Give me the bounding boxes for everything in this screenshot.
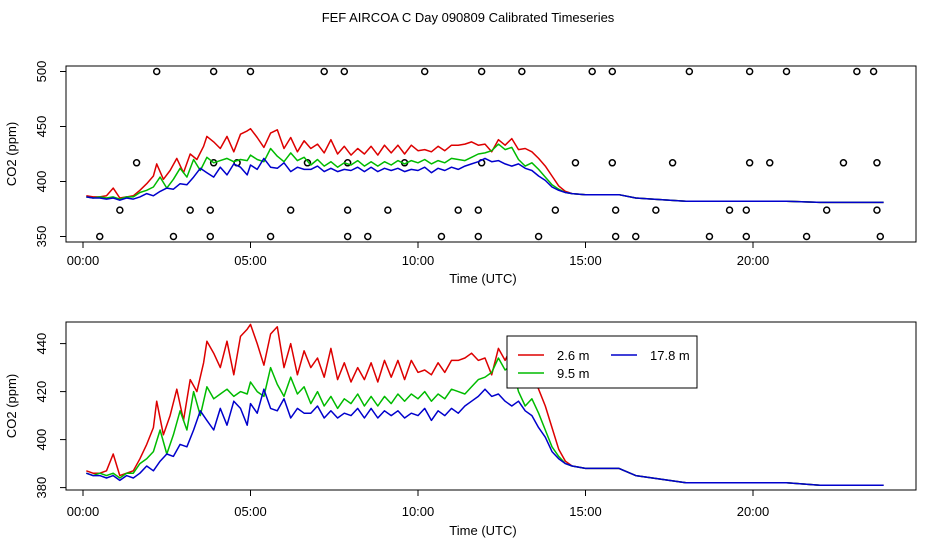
top-axes: 00:00 05:00 10:00 15:00 20:00 350 400 450 500	[34, 61, 769, 268]
top-plot-frame	[65, 65, 917, 243]
calibration-point	[186, 206, 194, 214]
bottom-x-tick-label: 05:00	[234, 504, 267, 519]
bottom-x-tick-label: 15:00	[569, 504, 602, 519]
calibration-point	[782, 67, 791, 76]
calibration-point	[632, 232, 640, 241]
calibration-point	[611, 232, 620, 241]
top-y-tick-label: 500	[34, 61, 49, 83]
calibration-point	[116, 206, 124, 214]
calibration-point	[745, 67, 754, 76]
bottom-y-tick-label: 400	[34, 429, 49, 451]
calibration-point	[742, 232, 751, 241]
legend-box	[506, 335, 698, 389]
bottom-series-line-17-8-m	[86, 388, 884, 486]
top-calibration-points	[96, 67, 885, 241]
calibration-point	[571, 159, 580, 167]
top-x-tick-label: 05:00	[234, 253, 267, 268]
calibration-point	[873, 206, 881, 214]
calibration-point	[169, 232, 178, 241]
calibration-point	[209, 159, 218, 167]
bottom-series-line-9-5-m	[86, 357, 884, 486]
top-x-tick-label: 15:00	[569, 253, 602, 268]
top-series-line-17-8-m	[86, 157, 884, 204]
top-x-tick-label: 10:00	[402, 253, 435, 268]
top-series-line-9-5-m	[86, 143, 884, 204]
calibration-point	[384, 206, 392, 214]
calibration-point	[320, 67, 328, 76]
calibration-point	[518, 67, 526, 76]
figure-title: FEF AIRCOA C Day 090809 Calibrated Times…	[322, 10, 615, 25]
legend-label-9-5m: 9.5 m	[557, 366, 590, 381]
calibration-point	[266, 232, 275, 241]
calibration-point	[132, 159, 141, 167]
calibration-point	[725, 206, 734, 214]
calibration-point	[343, 232, 352, 241]
bottom-plot-frame	[65, 321, 917, 491]
legend-label-2-6m: 2.6 m	[557, 348, 590, 363]
calibration-point	[420, 67, 429, 76]
top-series-line-2-6-m	[86, 127, 884, 204]
calibration-point	[206, 206, 215, 214]
calibration-point	[822, 206, 831, 214]
top-y-tick-label: 450	[34, 116, 49, 138]
calibration-point	[454, 206, 462, 214]
calibration-point	[551, 206, 560, 214]
top-panel: Time (UTC) CO2 (ppm) 00:00 05:00 10:00 15:0…	[4, 61, 917, 286]
legend-label-17-8m: 17.8 m	[650, 348, 690, 363]
top-x-tick-label: 20:00	[737, 253, 770, 268]
calibration-point	[742, 206, 751, 214]
bottom-y-tick-label: 440	[34, 333, 49, 355]
calibration-point	[588, 67, 596, 76]
calibration-point	[477, 67, 486, 76]
top-x-axis-label: Time (UTC)	[449, 271, 516, 286]
calibration-point	[246, 67, 255, 76]
calibration-point	[608, 159, 617, 167]
top-y-tick-label: 400	[34, 171, 49, 193]
calibration-point	[869, 67, 878, 76]
calibration-point	[364, 232, 372, 241]
calibration-point	[685, 67, 694, 76]
bottom-x-tick-label: 00:00	[67, 504, 100, 519]
calibration-point	[876, 232, 885, 241]
bottom-panel: Time (UTC) CO2 (ppm) 00:00 05:00 10:00 15:0…	[4, 321, 917, 538]
calibration-point	[343, 206, 352, 214]
calibration-point	[152, 67, 161, 76]
calibration-point	[209, 67, 218, 76]
calibration-point	[437, 232, 446, 241]
calibration-point	[611, 206, 620, 214]
calibration-point	[534, 232, 543, 241]
calibration-point	[873, 159, 881, 167]
bottom-axes: 00:00 05:00 10:00 15:00 20:00 380 400 420 440	[34, 333, 769, 519]
calibration-point	[474, 206, 483, 214]
bottom-y-axis-label: CO2 (ppm)	[4, 374, 19, 438]
calibration-point	[652, 206, 660, 214]
calibration-point	[802, 232, 811, 241]
calibration-point	[608, 67, 617, 76]
bottom-x-axis-label: Time (UTC)	[449, 523, 516, 538]
calibration-point	[839, 159, 848, 167]
calibration-point	[766, 159, 774, 167]
bottom-y-tick-label: 380	[34, 477, 49, 499]
bottom-series-line-2-6-m	[86, 323, 884, 486]
bottom-x-tick-label: 20:00	[737, 504, 770, 519]
top-x-tick-label: 00:00	[67, 253, 100, 268]
calibration-point	[668, 159, 677, 167]
calibration-point	[286, 206, 295, 214]
calibration-point	[745, 159, 754, 167]
top-y-tick-label: 350	[34, 226, 49, 248]
bottom-series-lines	[86, 323, 884, 486]
calibration-point	[705, 232, 714, 241]
calibration-point	[303, 159, 312, 167]
top-y-axis-label: CO2 (ppm)	[4, 122, 19, 186]
bottom-x-tick-label: 10:00	[402, 504, 435, 519]
calibration-point	[853, 67, 861, 76]
calibration-point	[96, 232, 104, 241]
calibration-point	[340, 67, 349, 76]
calibration-point	[474, 232, 483, 241]
calibration-point	[206, 232, 215, 241]
top-series-lines	[86, 127, 884, 204]
bottom-y-tick-label: 420	[34, 381, 49, 403]
legend: 2.6 m 9.5 m 17.8 m	[506, 335, 698, 389]
